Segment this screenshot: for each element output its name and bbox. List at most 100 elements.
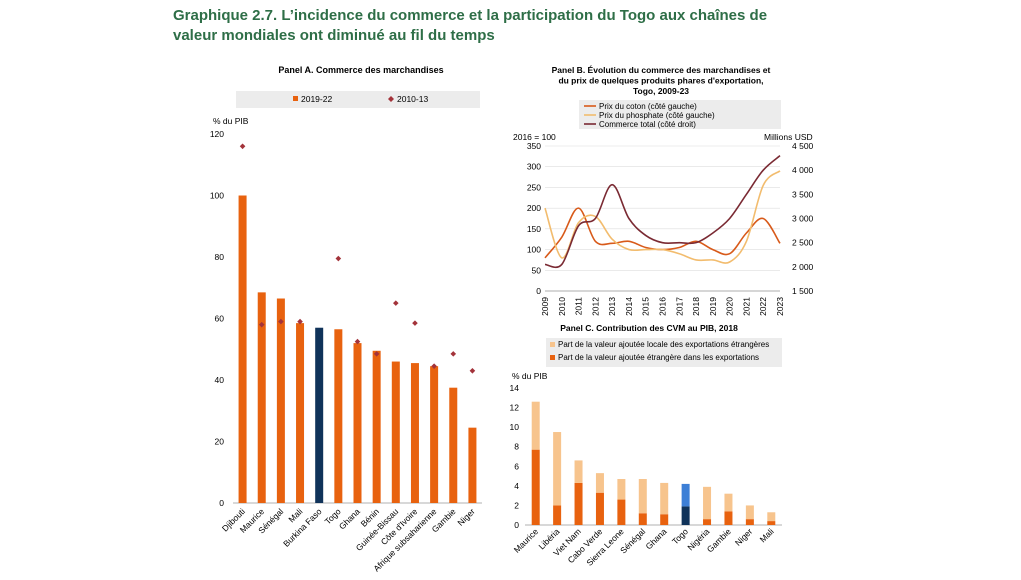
legend-label-2019-22: 2019-22 [301,94,332,104]
panel-c-bar-foreign-4 [617,499,626,525]
panel-c-ytick: 2 [514,500,519,510]
panel-c-bar-foreign-8 [703,519,712,525]
panel-b-series-1 [544,170,781,264]
panel-c-bar-foreign-3 [595,492,604,525]
panel-a-ytick: 0 [219,498,224,508]
panel-a-ytick: 80 [215,252,225,262]
panel-c-bar-local-8 [703,486,712,520]
bar-11 [449,387,458,503]
panel-b-ytick-right: 4 500 [792,141,814,151]
panel-a-ytick: 20 [215,437,225,447]
marker-2010-13-1 [258,321,265,328]
panel-c-bar-foreign-2 [574,482,583,525]
panel-b-xtick: 2020 [725,297,735,316]
panel-b-ytick-right: 3 000 [792,214,814,224]
panel-c-bar-local-7 [681,483,690,507]
panel-c-bar-local-1 [553,432,562,506]
panel-b-ytick-left: 0 [536,286,541,296]
panel-c-bar-local-11 [767,512,776,522]
marker-2010-13-5 [335,255,342,262]
panel-b-ytick-left: 350 [527,141,541,151]
panel-c-bar-local-0 [531,401,540,450]
panel-c-legend-box [546,338,782,367]
panel-b-xtick: 2018 [691,297,701,316]
panel-b-legend-label-1: Prix du phosphate (côté gauche) [599,111,715,120]
panel-b-xtick: 2011 [574,297,584,316]
panel-c-legend-label-local: Part de la valeur ajoutée locale des exp… [558,340,769,349]
panel-c-bar-foreign-10 [745,519,754,525]
bar-3 [296,323,305,503]
panel-c-ytick: 4 [514,481,519,491]
panel-b-xtick: 2022 [758,297,768,316]
panel-b-ytick-left: 100 [527,245,541,255]
panel-c-bar-local-5 [638,479,647,514]
marker-2010-13-2 [278,318,284,325]
panel-a-title: Panel A. Commerce des marchandises [278,65,443,75]
panel-c-bar-foreign-7 [681,506,690,525]
panel-a-ytick: 60 [215,314,225,324]
panel-c-title: Panel C. Contribution des CVM au PIB, 20… [560,323,738,333]
panel-c-bar-foreign-9 [724,511,733,525]
panel-c-xtick: Mali [758,526,776,544]
panel-c-bar-local-10 [745,505,754,520]
panel-b-ytick-left: 50 [532,265,542,275]
panel-b-ylabel-right: Millions USD [764,132,813,142]
panel-c-xtick: Gambie [705,526,733,554]
panel-b-ytick-right: 2 000 [792,262,814,272]
panel-c-xtick: Ghana [643,526,668,551]
panel-b-xtick: 2023 [775,297,785,316]
bar-1 [257,292,266,503]
panel-b-ytick-right: 3 500 [792,189,814,199]
chart-title: Graphique 2.7. L’incidence du commerce e… [173,7,768,44]
panel-c-ytick: 6 [514,461,519,471]
panel-b-xtick: 2009 [540,297,550,316]
bar-8 [391,361,400,503]
panel-c-bar-local-9 [724,493,733,512]
marker-2010-13-11 [450,351,457,357]
marker-2010-13-7 [373,351,380,357]
panel-c-ytick: 14 [510,383,520,393]
panel-b-series-2 [544,155,781,269]
bar-0 [238,195,247,503]
legend-label-2010-13: 2010-13 [397,94,428,104]
marker-2010-13-8 [393,300,399,306]
panel-b-title-line: Togo, 2009-23 [633,86,689,96]
panel-c-bar-local-4 [617,479,626,500]
panel-b-ytick-right: 2 500 [792,238,814,248]
panel-b-xtick: 2017 [674,297,684,316]
panel-a-ylabel: % du PIB [213,116,249,126]
panel-b-legend-label-2: Commerce total (côté droit) [599,120,696,129]
legend-marker-2010-13 [388,96,394,102]
panel-c-bar-local-3 [595,473,604,493]
panel-b-xtick: 2015 [641,297,651,316]
legend-swatch-2019-22 [293,96,298,101]
bar-5 [334,329,343,503]
panel-c-bar-foreign-0 [531,449,540,525]
panel-a-ytick: 120 [210,129,224,139]
bar-10 [430,366,439,503]
marker-2010-13-3 [297,318,303,325]
panel-b-xtick: 2012 [590,297,600,316]
panel-c-bar-local-6 [660,482,669,515]
marker-2010-13-0 [239,143,246,150]
panel-b-legend-box [579,100,781,129]
panel-c-bar-foreign-5 [638,513,647,525]
panel-b-title-line: du prix de quelques produits phares d'ex… [558,76,763,86]
panel-b-ylabel-left: 2016 = 100 [513,132,556,142]
marker-2010-13-6 [354,338,361,345]
panel-c-ytick: 0 [514,520,519,530]
panel-b-ytick-right: 1 500 [792,286,814,296]
panel-c-xtick: Maurice [512,526,541,555]
bar-12 [468,427,477,503]
panel-c-ytick: 10 [510,422,520,432]
panel-c-bar-foreign-1 [553,505,562,525]
panel-c-legend-label-foreign: Part de la valeur ajoutée étrangère dans… [558,353,759,362]
bar-9 [410,363,419,503]
panel-a-ytick: 40 [215,375,225,385]
marker-2010-13-9 [412,320,418,326]
panel-c-ytick: 8 [514,442,519,452]
panel-b-xtick: 2014 [624,297,634,316]
marker-2010-13-12 [469,367,476,374]
